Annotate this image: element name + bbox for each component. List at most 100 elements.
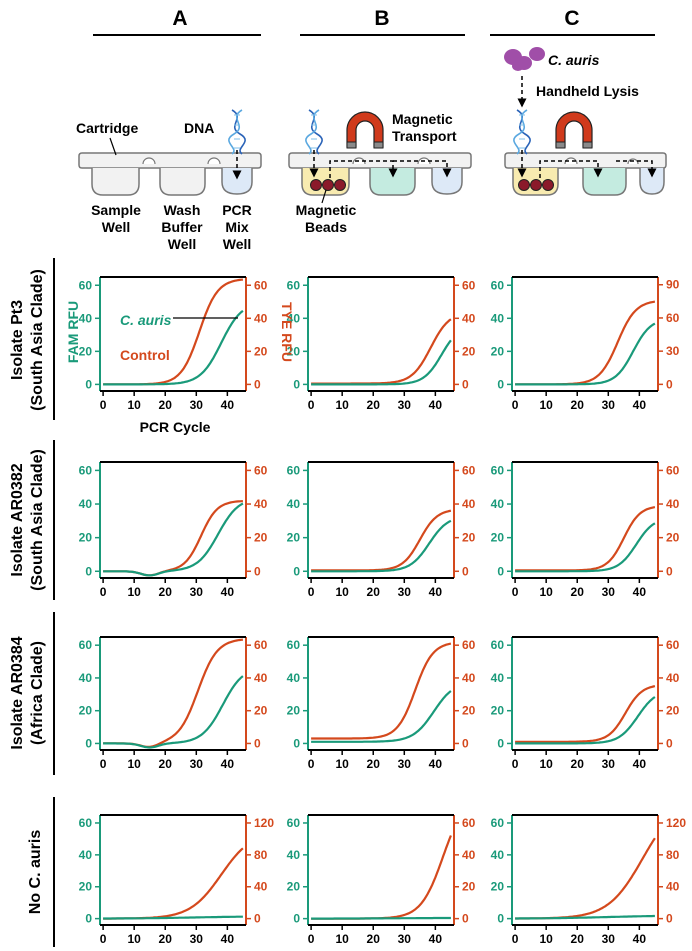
cartridge-body [504,152,667,169]
control-series-line [311,835,452,920]
right-tick-label: 0 [462,736,469,750]
left-tick-label: 40 [287,671,301,685]
x-tick-label: 0 [308,585,315,599]
cauris-series-line [311,519,452,573]
right-tick-label: 40 [462,311,476,325]
x-tick-label: 20 [367,757,381,771]
cartridge-body [78,152,262,169]
left-tick-label: 40 [79,848,93,862]
column-header-c: C [564,7,579,30]
right-tick-label: 40 [666,497,680,511]
pcr-well-label-line3: Well [223,236,252,252]
cartridge-notch [564,157,578,165]
left-tick-label: 60 [491,638,505,652]
x-tick-label: 20 [159,398,173,412]
legend-tye-label: Control [120,347,170,363]
x-tick-label: 40 [633,398,647,412]
left-tick-label: 20 [491,704,505,718]
left-tick-label: 60 [287,816,301,830]
left-tick-label: 20 [79,531,93,545]
right-tick-label: 20 [462,704,476,718]
chart-panel: 0 10 20 30 40 0 20 40 60 0 20 40 60 [287,461,476,599]
wash-well-label-line3: Well [168,236,197,252]
wash-well-shape [159,168,206,196]
magnetic-beads-label-line2: Beads [305,219,347,235]
control-series-line [311,318,452,385]
left-tick-label: 40 [491,848,505,862]
right-tick-label: 60 [462,638,476,652]
x-tick-label: 30 [190,398,204,412]
cauris-series-line [103,502,244,577]
left-tick-label: 20 [491,531,505,545]
diagram-a: Cartridge DNA Sample Well Wash Buffer We… [76,109,262,252]
left-tick-label: 40 [79,497,93,511]
right-tick-label: 60 [462,278,476,292]
x-tick-label: 0 [512,398,519,412]
right-tick-label: 0 [666,912,673,926]
x-tick-label: 40 [633,585,647,599]
left-tick-label: 60 [287,638,301,652]
diagram-c: C. auris Handheld Lysis [504,47,667,196]
x-tick-label: 20 [159,585,173,599]
right-tick-label: 20 [254,704,268,718]
cartridge-label: Cartridge [76,120,138,136]
x-tick-label: 10 [539,757,553,771]
transport-arrow-2 [393,160,452,178]
magnet-icon [346,111,384,149]
left-tick-label: 0 [497,736,504,750]
x-tick-label: 20 [367,932,381,946]
left-tick-label: 60 [79,278,93,292]
x-tick-label: 30 [602,932,616,946]
left-tick-label: 60 [79,638,93,652]
left-tick-label: 0 [497,564,504,578]
right-tick-label: 120 [666,816,686,830]
cauris-label: C. auris [548,52,600,68]
right-tick-label: 60 [462,816,476,830]
control-series-line [311,642,452,740]
right-tick-label: 60 [254,463,268,477]
control-series-line [515,685,656,743]
x-tick-label: 0 [100,757,107,771]
right-tick-label: 80 [666,848,680,862]
dna-label: DNA [184,120,214,136]
diagram-b: Magnetic Transport Magnetic Beads [288,109,472,235]
left-tick-label: 20 [287,880,301,894]
row-label-1-line1: Isolate Pt3 [9,300,26,380]
magnetic-beads [310,179,346,191]
left-tick-label: 60 [491,278,505,292]
left-tick-label: 0 [293,377,300,391]
transport-arrow-1 [539,160,603,178]
right-tick-label: 40 [254,311,268,325]
row-label-3-line1: Isolate AR0384 [9,636,26,749]
left-tick-label: 20 [287,531,301,545]
left-tick-label: 40 [79,671,93,685]
right-tick-label: 0 [254,912,261,926]
right-tick-label: 0 [254,377,261,391]
left-tick-label: 20 [287,704,301,718]
right-tick-label: 40 [666,880,680,894]
right-tick-label: 60 [666,638,680,652]
x-tick-label: 10 [335,398,349,412]
pcr-well-shape [639,168,665,195]
right-tick-label: 20 [666,531,680,545]
cartridge-notch [207,157,221,165]
pcr-well-label-line2: Mix [225,219,249,235]
row-labels: Isolate Pt3 (South Asia Clade) Isolate A… [9,258,55,947]
right-tick-label: 40 [462,671,476,685]
chart-panel: 0 10 20 30 40 0 20 40 60 0 20 40 60 [287,636,476,771]
y-axis-label-right: TYE RFU [279,302,295,362]
x-tick-label: 40 [429,585,443,599]
chart-panel: 0 10 20 30 40 0 20 40 60 0 40 80 120 [79,814,274,946]
row-label-2-line1: Isolate AR0382 [9,463,26,576]
cartridge-pointer [109,137,117,156]
right-tick-label: 20 [254,531,268,545]
transport-arrow-1 [329,160,398,178]
chart-panel: 0 10 20 30 40 0 20 40 60 0 20 40 60 [491,461,680,599]
x-tick-label: 30 [398,932,412,946]
x-tick-label: 0 [308,932,315,946]
x-tick-label: 10 [539,585,553,599]
magnetic-transport-label-line2: Transport [392,128,457,144]
left-tick-label: 0 [85,564,92,578]
chart-panel: 0 10 20 30 40 0 20 40 60 0 30 60 90 [491,276,680,412]
